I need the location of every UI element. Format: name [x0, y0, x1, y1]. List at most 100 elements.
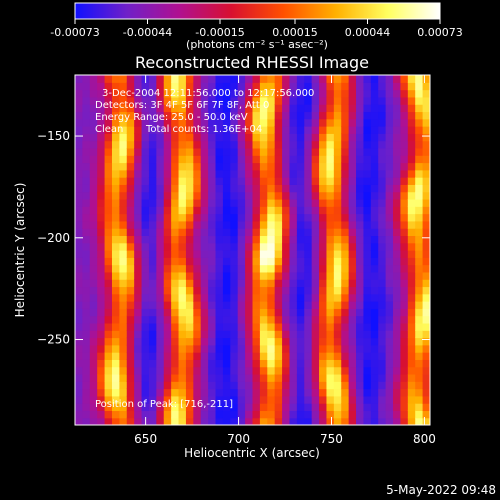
heatmap-cell: [400, 301, 409, 309]
heatmap-cell: [356, 286, 365, 295]
heatmap-cell: [245, 184, 254, 193]
heatmap-cell: [178, 417, 187, 425]
heatmap-cell: [111, 352, 120, 360]
heatmap-cell: [134, 301, 143, 309]
heatmap-cell: [385, 293, 394, 302]
heatmap-cell: [126, 271, 135, 280]
heatmap-cell: [400, 257, 409, 266]
heatmap-cell: [415, 344, 424, 353]
heatmap-cell: [178, 82, 187, 91]
heatmap-cell: [296, 301, 305, 309]
heatmap-cell: [296, 250, 305, 258]
heatmap-cell: [97, 184, 106, 193]
heatmap-cell: [311, 104, 320, 113]
heatmap-cell: [319, 257, 328, 266]
heatmap-cell: [259, 147, 268, 156]
heatmap-cell: [415, 184, 424, 193]
heatmap-cell: [348, 147, 357, 156]
heatmap-cell: [171, 126, 180, 134]
heatmap-cell: [208, 250, 217, 258]
heatmap-cell: [222, 381, 231, 390]
heatmap-cell: [393, 366, 402, 375]
heatmap-cell: [245, 417, 254, 425]
heatmap-cell: [370, 198, 379, 207]
heatmap-cell: [356, 177, 365, 185]
heatmap-cell: [267, 322, 276, 331]
heatmap-cell: [333, 308, 342, 317]
heatmap-cell: [311, 82, 320, 91]
heatmap-cell: [378, 344, 387, 353]
heatmap-cell: [304, 104, 313, 113]
heatmap-cell: [126, 395, 135, 404]
heatmap-cell: [245, 308, 254, 317]
heatmap-cell: [252, 198, 261, 207]
heatmap-cell: [178, 264, 187, 273]
heatmap-cell: [134, 359, 143, 368]
heatmap-cell: [252, 235, 261, 244]
heatmap-cell: [356, 264, 365, 273]
heatmap-cell: [163, 286, 172, 295]
heatmap-cell: [363, 242, 372, 251]
heatmap-cell: [422, 301, 430, 309]
heatmap-cell: [245, 373, 254, 382]
heatmap-cell: [400, 169, 409, 178]
heatmap-cell: [156, 228, 165, 237]
heatmap-cell: [193, 155, 202, 164]
heatmap-cell: [119, 417, 128, 425]
heatmap-cell: [200, 352, 209, 360]
heatmap-cell: [304, 366, 313, 375]
heatmap-cell: [237, 257, 246, 266]
heatmap-cell: [245, 322, 254, 331]
heatmap-cell: [82, 206, 91, 215]
heatmap-cell: [237, 198, 246, 207]
heatmap-cell: [185, 322, 194, 331]
heatmap-cell: [393, 352, 402, 360]
heatmap-cell: [104, 359, 113, 368]
heatmap-cell: [222, 82, 231, 91]
heatmap-cell: [422, 206, 430, 215]
heatmap-cell: [282, 388, 291, 397]
heatmap-cell: [296, 308, 305, 317]
heatmap-cell: [82, 147, 91, 156]
heatmap-cell: [141, 301, 150, 309]
heatmap-cell: [319, 198, 328, 207]
heatmap-cell: [230, 228, 239, 237]
heatmap-cell: [333, 206, 342, 215]
heatmap-cell: [348, 257, 357, 266]
heatmap-cell: [104, 286, 113, 295]
heatmap-cell: [222, 126, 231, 134]
heatmap-cell: [245, 111, 254, 120]
heatmap-cell: [208, 228, 217, 237]
heatmap-cell: [200, 373, 209, 382]
heatmap-cell: [319, 352, 328, 360]
heatmap-cell: [185, 271, 194, 280]
heatmap-cell: [356, 410, 365, 419]
heatmap-cell: [259, 293, 268, 302]
heatmap-cell: [148, 344, 157, 353]
heatmap-cell: [148, 75, 157, 83]
heatmap-cell: [378, 308, 387, 317]
heatmap-cell: [311, 118, 320, 127]
heatmap-cell: [370, 315, 379, 324]
heatmap-cell: [75, 286, 83, 295]
heatmap-cell: [296, 140, 305, 149]
heatmap-cell: [348, 155, 357, 164]
heatmap-cell: [185, 330, 194, 339]
heatmap-cell: [104, 373, 113, 382]
heatmap-cell: [237, 301, 246, 309]
heatmap-cell: [289, 388, 298, 397]
heatmap-cell: [111, 147, 120, 156]
heatmap-cell: [82, 169, 91, 178]
heatmap-cell: [171, 140, 180, 149]
heatmap-cell: [274, 220, 283, 229]
heatmap-cell: [97, 417, 106, 425]
heatmap-cell: [82, 381, 91, 390]
heatmap-cell: [104, 315, 113, 324]
heatmap-cell: [370, 89, 379, 98]
heatmap-cell: [363, 133, 372, 142]
heatmap-cell: [215, 96, 224, 105]
heatmap-cell: [304, 337, 313, 346]
heatmap-cell: [333, 104, 342, 113]
heatmap-cell: [119, 162, 128, 171]
heatmap-cell: [193, 235, 202, 244]
